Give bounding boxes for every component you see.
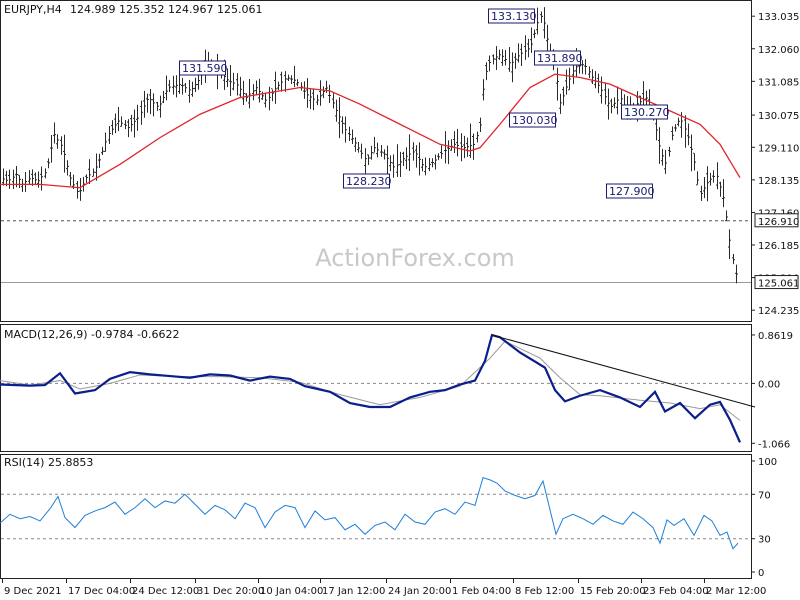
x-axis-label: 9 Dec 2021 bbox=[4, 586, 62, 597]
rsi-panel-frame bbox=[0, 454, 752, 579]
x-axis-label: 24 Jan 20:00 bbox=[388, 586, 451, 597]
x-axis-label: 17 Dec 04:00 bbox=[68, 586, 135, 597]
x-axis-label: 8 Feb 12:00 bbox=[515, 586, 574, 597]
annotation-box bbox=[606, 183, 653, 199]
macd-axis-label: 0.00 bbox=[758, 379, 780, 390]
current-price-badge: 125.061 bbox=[758, 279, 799, 290]
x-axis-label: 2 Mar 12:00 bbox=[706, 586, 766, 597]
x-axis-label: 31 Dec 20:00 bbox=[197, 586, 264, 597]
annotation-label: 127.900 bbox=[609, 185, 655, 198]
macd-layer bbox=[0, 333, 756, 443]
annotation-label: 128.230 bbox=[346, 175, 392, 188]
marked-level-badge: 126.910 bbox=[758, 217, 799, 228]
annotation-box bbox=[488, 8, 535, 24]
x-axis-label: 24 Dec 12:00 bbox=[132, 586, 199, 597]
price-axis-label: 133.035 bbox=[758, 12, 799, 23]
macd-axis-label: 0.8619 bbox=[758, 331, 793, 342]
macd-trendline bbox=[491, 334, 756, 408]
annotation-label: 133.130 bbox=[491, 10, 537, 23]
rsi-axis-label: 70 bbox=[758, 490, 771, 501]
x-axis-label: 15 Feb 20:00 bbox=[580, 586, 646, 597]
macd-line bbox=[0, 333, 742, 443]
price-axis-label: 131.085 bbox=[758, 77, 799, 88]
x-axis-label: 17 Jan 12:00 bbox=[322, 586, 385, 597]
macd-header-label: MACD(12,26,9) -0.9784 -0.6622 bbox=[4, 328, 179, 341]
moving-average-line bbox=[0, 73, 741, 189]
price-panel-frame bbox=[0, 0, 752, 322]
x-axis-label: 1 Feb 04:00 bbox=[452, 586, 511, 597]
price-header-title: EURJPY,H4 bbox=[4, 3, 62, 16]
annotation-label: 130.270 bbox=[624, 106, 670, 119]
annotation-box bbox=[179, 60, 226, 76]
price-layer: 133.130 131.890 131.590 130.030 130.270 128.2… bbox=[0, 7, 751, 284]
annotation-label: 131.890 bbox=[537, 52, 583, 65]
x-axis-label: 23 Feb 04:00 bbox=[643, 586, 709, 597]
annotation-label: 130.030 bbox=[512, 114, 558, 127]
price-axis-label: 124.235 bbox=[758, 306, 799, 317]
annotation-box bbox=[621, 104, 668, 120]
marked-level-badge-box bbox=[754, 213, 799, 228]
annotation-box bbox=[534, 50, 581, 66]
watermark-text: ActionForex.com bbox=[315, 244, 515, 272]
rsi-axis-label: 100 bbox=[758, 457, 777, 468]
current-price-badge-box bbox=[754, 275, 799, 290]
macd-signal-line bbox=[0, 340, 741, 421]
rsi-axis-label: 0 bbox=[758, 568, 764, 579]
rsi-axis-label: 30 bbox=[758, 535, 771, 546]
price-axis-label: 126.185 bbox=[758, 241, 799, 252]
price-axis-label: 130.075 bbox=[758, 111, 799, 122]
rsi-line bbox=[0, 477, 739, 550]
annotation-box bbox=[343, 173, 390, 189]
price-axis-label: 128.135 bbox=[758, 176, 799, 187]
axis-layer: 133.035 132.060 131.085 130.075 129.110 128.1… bbox=[2, 12, 799, 597]
price-annotations: 133.130 131.890 131.590 130.030 130.270 128.2… bbox=[179, 8, 670, 199]
rsi-header-label: RSI(14) 25.8853 bbox=[4, 456, 93, 469]
rsi-layer bbox=[0, 477, 751, 550]
annotation-label: 131.590 bbox=[182, 62, 228, 75]
macd-axis-label: -1.066 bbox=[758, 439, 790, 450]
annotation-box bbox=[509, 112, 556, 128]
price-axis-label: 132.060 bbox=[758, 45, 799, 56]
price-header-ohlc: 124.989 125.352 124.967 125.061 bbox=[70, 3, 262, 16]
x-axis-label: 10 Jan 04:00 bbox=[260, 586, 323, 597]
price-axis-label: 129.110 bbox=[758, 143, 799, 154]
macd-panel-frame bbox=[0, 324, 752, 452]
